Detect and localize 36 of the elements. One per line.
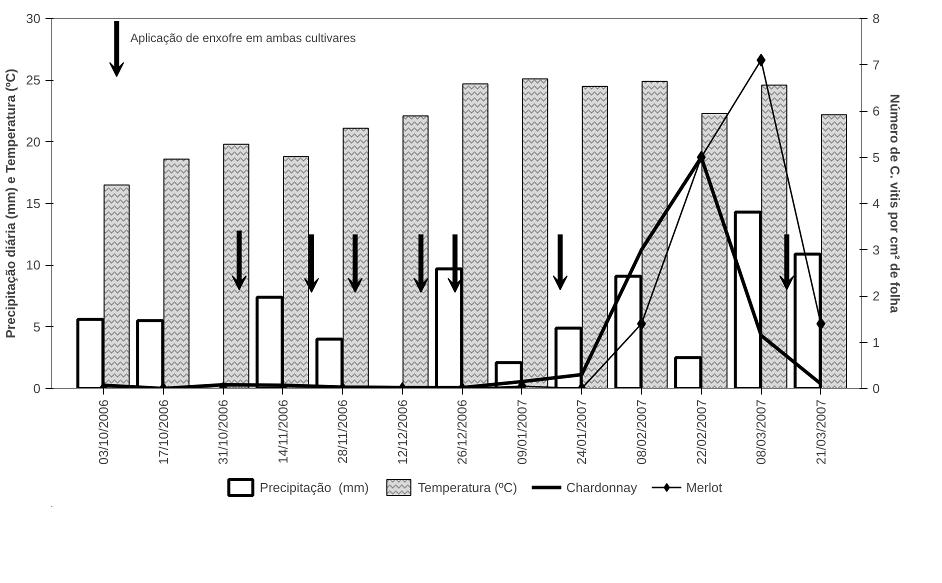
annotation: Aplicação de enxofre em ambas cultivares bbox=[130, 31, 356, 46]
x-tick-label: 14/11/2006 bbox=[275, 399, 290, 464]
legend-label: Temperatura (ºC) bbox=[418, 480, 518, 494]
x-tick-label: 09/01/2007 bbox=[514, 399, 530, 465]
x-tick-label: 26/12/2006 bbox=[454, 399, 470, 465]
x-tick-label: 08/03/2007 bbox=[754, 399, 769, 465]
y-tick-label: 0 bbox=[33, 381, 41, 396]
y-tick-label: 15 bbox=[26, 196, 41, 211]
y-axis-title: Precipitação diária (mm) e Temperatura (ºC) bbox=[3, 68, 18, 338]
y2-tick-label: 8 bbox=[872, 11, 880, 26]
x-tick-label: 12/12/2006 bbox=[394, 399, 410, 465]
y2-tick-label: 7 bbox=[872, 57, 880, 72]
x-tick-label: 03/10/2006 bbox=[96, 399, 112, 465]
x-tick-label: 28/11/2006 bbox=[335, 399, 350, 464]
y-tick-label: 20 bbox=[26, 134, 41, 150]
x-tick-label: 22/02/2007 bbox=[694, 399, 709, 465]
y2-tick-label: 2 bbox=[872, 288, 880, 304]
y2-tick-label: 1 bbox=[872, 334, 880, 350]
y2-tick-label: 6 bbox=[872, 104, 880, 118]
x-tick-label: 21/03/2007 bbox=[813, 399, 828, 465]
y-tick-label: 25 bbox=[26, 72, 41, 88]
legend-label: Merlot bbox=[686, 480, 722, 494]
y-tick-label: 5 bbox=[33, 319, 41, 334]
x-tick-label: 08/02/2007 bbox=[634, 399, 650, 465]
y2-tick-label: 0 bbox=[872, 381, 880, 396]
legend-label: Precipitação (mm) bbox=[260, 480, 369, 494]
y-tick-label: 10 bbox=[26, 258, 41, 273]
y2-tick-label: 3 bbox=[872, 242, 880, 258]
y2-axis-title: Número de C. vitis por cm² de folha bbox=[888, 94, 903, 314]
x-tick-label: 24/01/2007 bbox=[574, 399, 590, 465]
x-tick-label: 31/10/2006 bbox=[216, 399, 231, 465]
legend-label: Chardonnay bbox=[566, 480, 638, 494]
y2-tick-label: 5 bbox=[872, 150, 880, 165]
x-tick-label: 17/10/2006 bbox=[156, 399, 171, 465]
y-tick-label: 30 bbox=[26, 11, 41, 26]
y2-tick-label: 4 bbox=[872, 196, 880, 211]
